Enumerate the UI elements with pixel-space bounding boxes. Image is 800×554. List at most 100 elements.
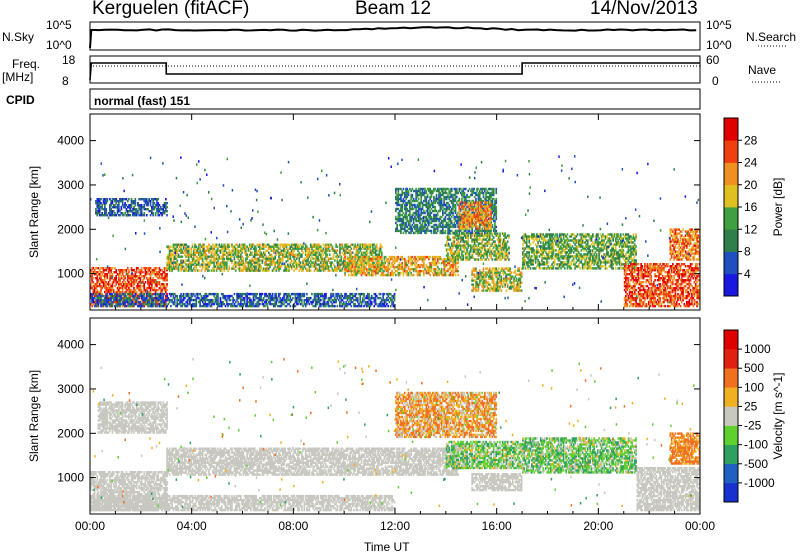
heatmap-cell [248, 267, 251, 270]
heatmap-cell [359, 247, 362, 250]
heatmap-cell [104, 204, 106, 207]
heatmap-cell [205, 265, 208, 268]
heatmap-cell [220, 265, 223, 268]
heatmap-cell [342, 253, 345, 256]
heatmap-cell [109, 273, 111, 276]
heatmap-cell [130, 204, 133, 207]
heatmap-cell [259, 251, 261, 254]
heatmap-cell [206, 267, 209, 270]
heatmap-cell [368, 259, 370, 262]
heatmap-cell [231, 259, 233, 262]
heatmap-cell [360, 265, 363, 268]
heatmap-cell [154, 267, 157, 270]
heatmap-cell [362, 259, 364, 263]
heatmap-cell [109, 290, 111, 294]
heatmap-cell [179, 249, 181, 252]
heatmap-cell [281, 253, 284, 256]
heatmap-cell [259, 263, 261, 266]
heatmap-cell [184, 261, 186, 264]
heatmap-cell [223, 267, 226, 270]
heatmap-cell [152, 206, 154, 209]
heatmap-cell [379, 265, 382, 268]
heatmap-cell [156, 302, 158, 306]
heatmap-cell [156, 202, 158, 205]
heatmap-cell [104, 281, 106, 284]
heatmap-cell [250, 247, 252, 250]
heatmap-cell [336, 245, 339, 248]
heatmap-cell [220, 269, 223, 272]
heatmap-cell [241, 251, 243, 254]
heatmap-cell [200, 251, 203, 254]
heatmap-cell [304, 253, 307, 256]
heatmap-cell [233, 257, 236, 260]
heatmap-cell [322, 247, 325, 250]
heatmap-cell [101, 286, 104, 290]
heatmap-cell [219, 265, 222, 268]
heatmap-cell [179, 263, 181, 266]
heatmap-cell [110, 204, 112, 207]
heatmap-cell [341, 261, 344, 264]
heatmap-cell [369, 265, 372, 269]
heatmap-cell [265, 261, 268, 264]
heatmap-cell [180, 267, 182, 270]
heatmap-cell [167, 255, 170, 258]
heatmap-cell [226, 255, 228, 258]
heatmap-cell [130, 283, 133, 286]
heatmap-cell [143, 206, 146, 209]
heatmap-cell [248, 259, 251, 262]
heatmap-cell [123, 206, 125, 209]
heatmap-cell [209, 263, 212, 266]
heatmap-cell [348, 249, 350, 252]
heatmap-cell [147, 283, 149, 286]
heatmap-cell [292, 249, 294, 252]
heatmap-cell [153, 296, 156, 300]
heatmap-cell [367, 251, 369, 254]
heatmap-cell [295, 261, 298, 264]
heatmap-cell [139, 281, 142, 284]
heatmap-cell [114, 279, 116, 282]
heatmap-cell [269, 245, 271, 248]
heatmap-cell [135, 286, 138, 290]
heatmap-cell [157, 302, 160, 306]
heatmap-cell [166, 269, 168, 272]
heatmap-cell [306, 269, 308, 272]
heatmap-cell [450, 219, 453, 223]
heatmap-cell [165, 288, 167, 292]
heatmap-cell [228, 243, 231, 246]
heatmap-cell [158, 204, 161, 207]
heatmap-cell [129, 284, 132, 288]
heatmap-cell [107, 271, 110, 274]
heatmap-cell [276, 267, 279, 270]
heatmap-cell [206, 249, 209, 252]
heatmap-cell [165, 204, 167, 207]
heatmap-cell [199, 243, 201, 246]
heatmap-cell [92, 284, 95, 288]
heatmap-cell [143, 288, 146, 292]
heatmap-cell [416, 223, 419, 227]
heatmap-cell [257, 259, 260, 262]
heatmap-cell [104, 269, 106, 272]
heatmap-cell [104, 206, 106, 209]
heatmap-cell [96, 292, 99, 296]
heatmap-cell [142, 206, 144, 209]
heatmap-cell [256, 259, 259, 262]
heatmap-cell [213, 261, 215, 264]
heatmap-cell [271, 263, 274, 266]
heatmap-cell [238, 245, 241, 248]
heatmap-cell [317, 245, 320, 248]
heatmap-cell [256, 263, 259, 266]
heatmap-cell [363, 265, 365, 268]
heatmap-cell [184, 253, 186, 256]
heatmap-cell [359, 267, 362, 271]
heatmap-cell [179, 245, 181, 248]
heatmap-cell [276, 247, 279, 250]
heatmap-cell [148, 273, 151, 276]
heatmap-cell [190, 261, 193, 264]
heatmap-cell [107, 286, 110, 290]
heatmap-cell [237, 245, 240, 248]
heatmap-cell [281, 257, 284, 260]
heatmap-cell [142, 275, 144, 278]
heatmap-cell [124, 269, 126, 272]
heatmap-cell [201, 255, 204, 258]
heatmap-cell [131, 200, 134, 203]
